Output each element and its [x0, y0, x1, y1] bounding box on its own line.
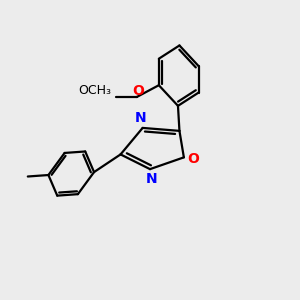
- Text: O: O: [187, 152, 199, 166]
- Text: O: O: [132, 83, 144, 98]
- Text: OCH₃: OCH₃: [79, 84, 112, 97]
- Text: N: N: [134, 111, 146, 125]
- Text: N: N: [146, 172, 157, 186]
